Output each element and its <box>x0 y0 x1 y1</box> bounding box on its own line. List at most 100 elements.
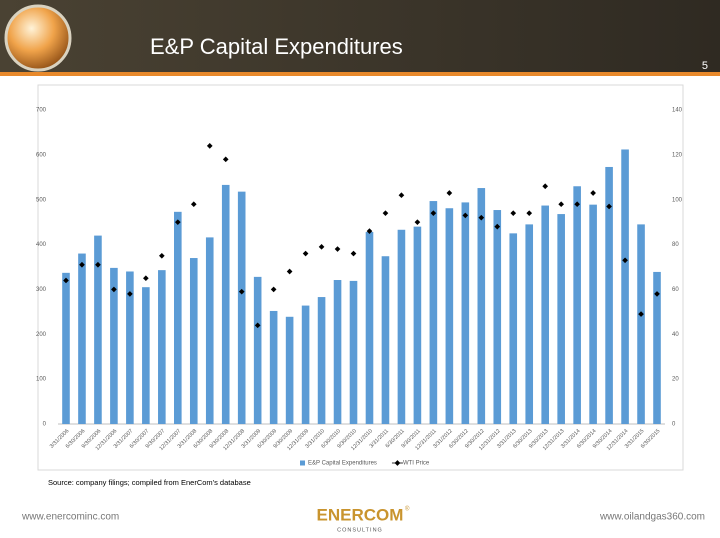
logo-orb <box>4 4 72 72</box>
point <box>462 212 469 219</box>
bar <box>285 316 294 424</box>
bar <box>94 235 102 424</box>
bar <box>62 272 70 424</box>
y2-tick-label: 100 <box>672 197 683 203</box>
bar <box>557 214 565 424</box>
point <box>302 250 309 257</box>
y-tick-label: 600 <box>36 152 47 158</box>
y2-tick-label: 140 <box>672 108 683 114</box>
bar <box>397 229 406 424</box>
y-tick-label: 500 <box>36 197 47 203</box>
bar <box>445 208 454 424</box>
y-tick-label: 700 <box>36 108 47 114</box>
footer-logo-sub: CONSULTING <box>337 527 383 533</box>
point <box>143 275 149 282</box>
point <box>478 214 485 221</box>
bar <box>110 267 118 424</box>
point <box>127 291 133 297</box>
bar <box>158 270 166 424</box>
point <box>398 192 405 199</box>
source-note: Source: company filings; compiled from E… <box>48 478 251 487</box>
point <box>430 210 437 216</box>
footer-logo-mark: ® <box>405 506 410 513</box>
point <box>286 268 293 275</box>
point <box>494 223 501 230</box>
bar <box>541 205 549 424</box>
point <box>238 288 245 295</box>
point <box>526 210 533 216</box>
bar <box>269 310 278 424</box>
point <box>350 250 357 257</box>
bar <box>509 233 518 424</box>
bar <box>429 201 438 424</box>
bar <box>637 224 645 424</box>
point <box>654 291 660 297</box>
point <box>510 210 517 216</box>
legend-swatch <box>394 460 401 466</box>
point <box>414 219 421 225</box>
point <box>111 286 117 293</box>
point <box>542 183 549 190</box>
point <box>318 243 325 250</box>
point <box>174 219 181 225</box>
y2-tick-label: 120 <box>672 152 683 158</box>
bar <box>381 256 390 424</box>
bar <box>349 280 358 424</box>
bar <box>317 297 326 424</box>
bar <box>493 210 502 424</box>
y-tick-label: 0 <box>43 422 47 428</box>
bar <box>221 184 230 424</box>
y2-tick-label: 0 <box>672 422 676 428</box>
legend-label: WTI Price <box>403 461 430 467</box>
bar <box>413 226 422 424</box>
point <box>382 210 389 216</box>
point <box>334 246 341 252</box>
point <box>190 201 197 208</box>
y-tick-label: 100 <box>36 377 47 383</box>
y-tick-label: 400 <box>36 242 47 248</box>
point <box>606 203 612 210</box>
point <box>79 261 85 268</box>
chart-frame <box>37 84 684 471</box>
point <box>366 228 373 234</box>
bar <box>253 276 262 424</box>
bar <box>189 258 198 424</box>
y2-tick-label: 40 <box>672 332 679 338</box>
bar <box>573 186 581 424</box>
bar <box>461 202 470 424</box>
bar <box>174 211 182 424</box>
bar <box>365 232 374 424</box>
y-tick-label: 200 <box>36 332 47 338</box>
bar <box>525 224 534 424</box>
point <box>558 201 564 208</box>
bar <box>142 287 150 424</box>
y-tick-label: 300 <box>36 287 47 293</box>
bar <box>237 191 246 424</box>
bar <box>78 253 86 424</box>
bar <box>477 188 486 424</box>
point <box>159 252 165 259</box>
bar <box>301 305 310 424</box>
plot: 0 100 200 300 400 500 600 700 0 20 40 60 80 100 120 140… <box>36 108 683 467</box>
point <box>270 286 277 293</box>
point <box>222 156 229 163</box>
footer-logo: ENERCOM <box>317 505 404 524</box>
header-band <box>0 0 720 72</box>
point <box>638 311 644 317</box>
legend-label: E&P Capital Expenditures <box>308 461 377 467</box>
y2-tick-label: 80 <box>672 242 679 248</box>
point <box>254 322 261 329</box>
bar <box>126 271 134 424</box>
point <box>446 190 453 196</box>
point <box>574 201 580 208</box>
footer-left: www.enercominc.com <box>21 512 119 523</box>
slide-title: E&P Capital Expenditures <box>150 34 403 59</box>
bar <box>605 166 613 424</box>
bar <box>621 149 629 424</box>
header-rule <box>0 72 720 76</box>
point <box>206 143 213 149</box>
y2-tick-label: 20 <box>672 377 679 383</box>
point <box>63 277 69 284</box>
bar <box>205 237 214 424</box>
